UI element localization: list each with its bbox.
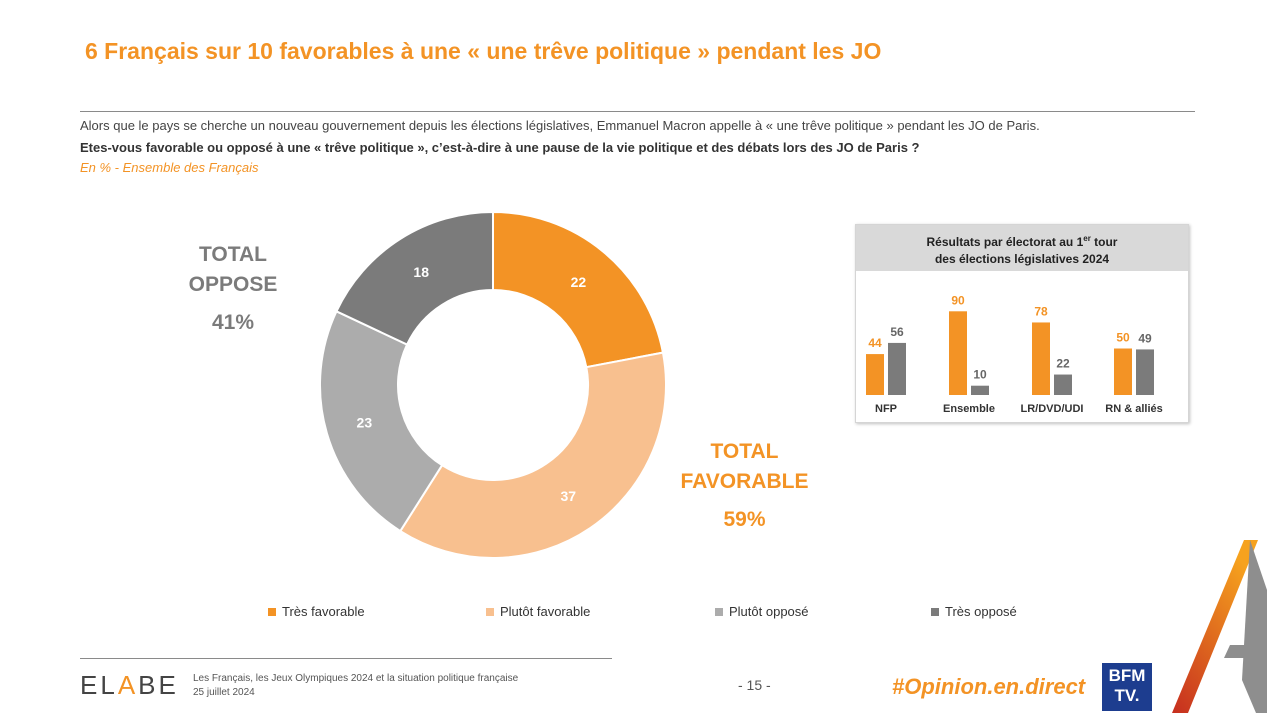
bar bbox=[1114, 348, 1132, 395]
legend-label: Très opposé bbox=[945, 604, 1017, 619]
bar-category-label: Ensemble bbox=[943, 403, 995, 415]
electorate-panel-title: Résultats par électorat au 1er tour des … bbox=[856, 225, 1188, 271]
total-oppose-label-1: TOTAL bbox=[198, 243, 268, 266]
bar bbox=[888, 342, 906, 395]
bar bbox=[1054, 374, 1072, 395]
legend-swatch bbox=[486, 607, 494, 616]
bar-category-label: NFP bbox=[875, 403, 897, 415]
bar-value-label: 10 bbox=[973, 368, 987, 382]
donut-slice bbox=[335, 210, 494, 346]
survey-base: En % - Ensemble des Français bbox=[80, 160, 259, 175]
bar-value-label: 56 bbox=[890, 325, 904, 339]
legend-label: Très favorable bbox=[282, 604, 365, 619]
bar bbox=[971, 385, 989, 395]
legend-swatch bbox=[931, 607, 939, 616]
total-oppose-label-2: OPPOSE bbox=[188, 273, 278, 296]
header-divider bbox=[80, 111, 1195, 112]
panel-title-line1: Résultats par électorat au 1 bbox=[926, 235, 1084, 249]
bar bbox=[866, 354, 884, 395]
total-favorable-label-2: FAVORABLE bbox=[680, 470, 809, 493]
bar bbox=[1032, 322, 1050, 395]
bar-value-label: 78 bbox=[1034, 304, 1048, 318]
legend-label: Plutôt favorable bbox=[500, 604, 591, 619]
legend-item-plutot-favorable: Plutôt favorable bbox=[486, 604, 590, 619]
bar-value-label: 50 bbox=[1116, 331, 1130, 345]
footer-date: 25 juillet 2024 bbox=[193, 687, 255, 698]
total-oppose: TOTAL OPPOSE 41% bbox=[168, 240, 298, 338]
page-number: - 15 - bbox=[738, 677, 771, 693]
donut-slice bbox=[319, 310, 444, 533]
donut-slice bbox=[492, 210, 665, 369]
total-favorable-value: 59% bbox=[723, 508, 766, 531]
legend-label: Plutôt opposé bbox=[729, 604, 809, 619]
legend-item-plutot-oppose: Plutôt opposé bbox=[715, 604, 809, 619]
legend-swatch bbox=[268, 607, 276, 616]
bar-value-label: 49 bbox=[1138, 331, 1152, 345]
panel-title-line1-end: tour bbox=[1090, 235, 1118, 249]
opinion-hashtag: #Opinion.en.direct bbox=[892, 674, 1086, 699]
elabe-logo: ELABE bbox=[80, 670, 179, 700]
footer-divider bbox=[80, 658, 612, 659]
panel-title-line2: des élections législatives 2024 bbox=[934, 252, 1110, 266]
footer-study: Les Français, les Jeux Olympiques 2024 e… bbox=[193, 673, 519, 684]
bar bbox=[1136, 349, 1154, 395]
bar-category-label: LR/DVD/UDI bbox=[1021, 403, 1084, 415]
total-favorable: TOTAL FAVORABLE 59% bbox=[672, 437, 817, 535]
legend-swatch bbox=[715, 607, 723, 616]
survey-question: Etes-vous favorable ou opposé à une « tr… bbox=[80, 140, 920, 155]
page-title: 6 Français sur 10 favorables à une « une… bbox=[85, 38, 882, 64]
intro-text: Alors que le pays se cherche un nouveau … bbox=[80, 118, 1040, 133]
bar bbox=[949, 311, 967, 395]
donut-slice-label: 37 bbox=[561, 488, 577, 504]
legend-item-tres-oppose: Très opposé bbox=[931, 604, 1017, 619]
electorate-results-panel: Résultats par électorat au 1er tour des … bbox=[855, 224, 1189, 423]
total-oppose-value: 41% bbox=[211, 311, 255, 334]
donut-slice-label: 23 bbox=[357, 414, 373, 430]
bfmtv-logo: BFM TV. bbox=[1102, 663, 1152, 711]
donut-slice-label: 18 bbox=[413, 264, 429, 280]
footer-study-info: Les Français, les Jeux Olympiques 2024 e… bbox=[193, 672, 518, 700]
donut-slice bbox=[398, 351, 667, 560]
panel-title-sup: er bbox=[1083, 234, 1091, 243]
bar-value-label: 22 bbox=[1056, 357, 1070, 371]
donut-slice-label: 22 bbox=[571, 274, 587, 290]
bar-value-label: 44 bbox=[868, 336, 882, 350]
electorate-bar-chart: 44 56 NFP 90 10 Ensemble 78 22 LR/DVD/UDI 50 49 RN … bbox=[866, 293, 1163, 415]
legend-item-tres-favorable: Très favorable bbox=[268, 604, 365, 619]
elabe-corner-logo bbox=[1172, 540, 1267, 713]
total-favorable-label-1: TOTAL bbox=[710, 440, 779, 463]
bar-category-label: RN & alliés bbox=[1105, 403, 1162, 415]
bar-value-label: 90 bbox=[951, 293, 965, 307]
